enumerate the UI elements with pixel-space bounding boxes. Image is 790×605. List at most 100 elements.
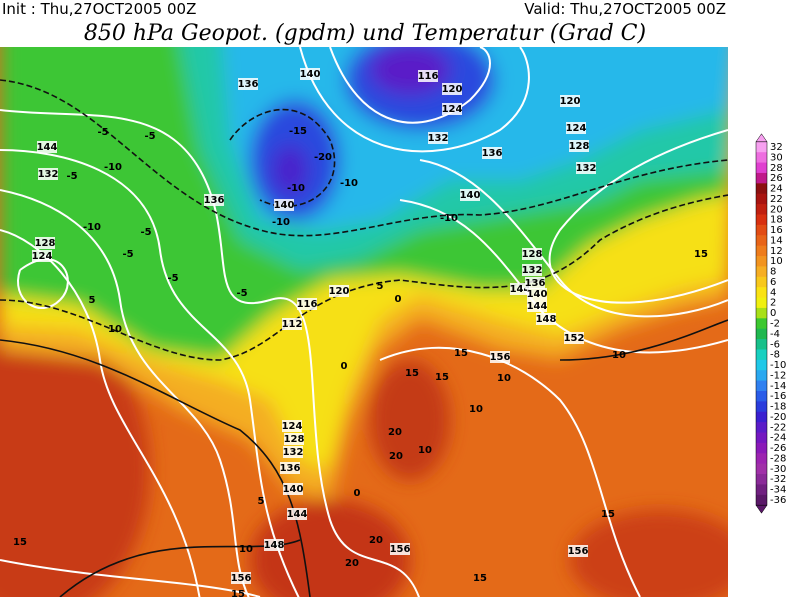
- contour-label: 120: [560, 96, 581, 107]
- contour-label: 136: [525, 278, 546, 289]
- contour-label-bg: [300, 68, 320, 80]
- init-time: Init : Thu,27OCT2005 00Z: [2, 0, 196, 18]
- contour-label: 156: [490, 352, 511, 363]
- colorbar-label: -18: [770, 402, 786, 413]
- colorbar-label: 28: [770, 163, 783, 174]
- contour-label-bg: [527, 288, 547, 300]
- colorbar-bin: [756, 307, 767, 319]
- contour-label-bg: [238, 78, 258, 90]
- colorbar-bin: [756, 183, 767, 195]
- contour-label: 15: [231, 589, 245, 600]
- colorbar-label: -30: [770, 464, 786, 475]
- colorbar-label: -8: [770, 350, 780, 361]
- colorbar-label: -22: [770, 422, 786, 433]
- colorbar-label: 0: [770, 308, 776, 319]
- contour-label: 15: [473, 573, 487, 584]
- colorbar-bin: [756, 328, 767, 340]
- colorbar-bin: [756, 401, 767, 413]
- colorbar-label: -4: [770, 329, 780, 340]
- colorbar-label: -32: [770, 474, 786, 485]
- contour-label: -5: [122, 249, 133, 260]
- contour-label: -5: [236, 288, 247, 299]
- contour-label: -10: [440, 213, 458, 224]
- colorbar-bin: [756, 141, 767, 153]
- contour-label: 124: [566, 123, 587, 134]
- colorbar-label: -34: [770, 485, 786, 496]
- contour-label: 0: [395, 294, 402, 305]
- colorbar-label: -10: [770, 360, 786, 371]
- colorbar-bin: [756, 266, 767, 278]
- contour-label-bg: [274, 199, 294, 211]
- colorbar-label: -24: [770, 433, 786, 444]
- contour-label: 120: [442, 84, 463, 95]
- colorbar-bin: [756, 349, 767, 361]
- contour-label: 148: [536, 314, 557, 325]
- contour-label: 116: [418, 71, 439, 82]
- contour-label: 136: [280, 463, 301, 474]
- colorbar-label: 16: [770, 225, 783, 236]
- contour-label: 128: [569, 141, 590, 152]
- colorbar-label: 14: [770, 235, 783, 246]
- colorbar-bin: [756, 380, 767, 392]
- colorbar-bin: [756, 339, 767, 350]
- contour-label: -20: [314, 152, 332, 163]
- contour-label-bg: [442, 103, 462, 115]
- contour-label: -10: [83, 222, 101, 233]
- contour-label: 132: [283, 447, 304, 458]
- colorbar-arrow-top: [755, 133, 768, 143]
- contour-label-bg: [231, 572, 251, 584]
- contour-label: 132: [38, 169, 59, 180]
- contour-label: 156: [231, 573, 252, 584]
- contour-label: 10: [612, 350, 626, 361]
- contour-label: 144: [287, 509, 308, 520]
- contour-label: 15: [435, 372, 449, 383]
- colorbar-label: 12: [770, 246, 783, 257]
- contour-label-bg: [536, 313, 556, 325]
- colorbar-label: 2: [770, 298, 776, 309]
- contour-label: 132: [522, 265, 543, 276]
- contour-label: 128: [284, 434, 305, 445]
- colorbar-bin: [756, 214, 767, 226]
- contour-label-bg: [32, 250, 52, 262]
- contour-label: 20: [389, 451, 403, 462]
- colorbar-bin: [756, 256, 767, 267]
- contour-label: 136: [482, 148, 503, 159]
- contour-label: 128: [35, 238, 56, 249]
- contour-label-bg: [566, 122, 586, 134]
- colorbar-label: 8: [770, 267, 776, 278]
- colorbar: 32302826242220181614121086420-2-4-6-8-10…: [755, 133, 786, 514]
- contour-label: 140: [460, 190, 481, 201]
- contour-label: 152: [564, 333, 585, 344]
- contour-label: 124: [32, 251, 53, 262]
- contour-label: 148: [264, 540, 285, 551]
- map-field: [0, 47, 728, 597]
- contour-label-bg: [428, 132, 448, 144]
- contour-label-bg: [576, 162, 596, 174]
- colorbar-bin: [756, 297, 767, 309]
- contour-label-bg: [525, 277, 545, 289]
- contour-label: 144: [37, 142, 58, 153]
- contour-label: -10: [104, 162, 122, 173]
- colorbar-bin: [756, 318, 767, 330]
- colorbar-label: -26: [770, 443, 786, 454]
- contour-label-bg: [390, 543, 410, 555]
- contour-label: 124: [282, 421, 303, 432]
- contour-label: 136: [238, 79, 259, 90]
- contour-label: 144: [527, 301, 548, 312]
- contour-label: 10: [497, 373, 511, 384]
- colorbar-label: 30: [770, 152, 783, 163]
- contour-label-bg: [490, 351, 510, 363]
- colorbar-bin: [756, 370, 767, 382]
- colorbar-label: 32: [770, 142, 783, 153]
- contour-label: 20: [369, 535, 383, 546]
- colorbar-bin: [756, 245, 767, 257]
- contour-label: 116: [297, 299, 318, 310]
- colorbar-bin: [756, 193, 767, 205]
- contour-label: 140: [274, 200, 295, 211]
- colorbar-label: 24: [770, 184, 783, 195]
- contour-label: 10: [239, 544, 253, 555]
- contour-label: 156: [390, 544, 411, 555]
- contour-label: 20: [345, 558, 359, 569]
